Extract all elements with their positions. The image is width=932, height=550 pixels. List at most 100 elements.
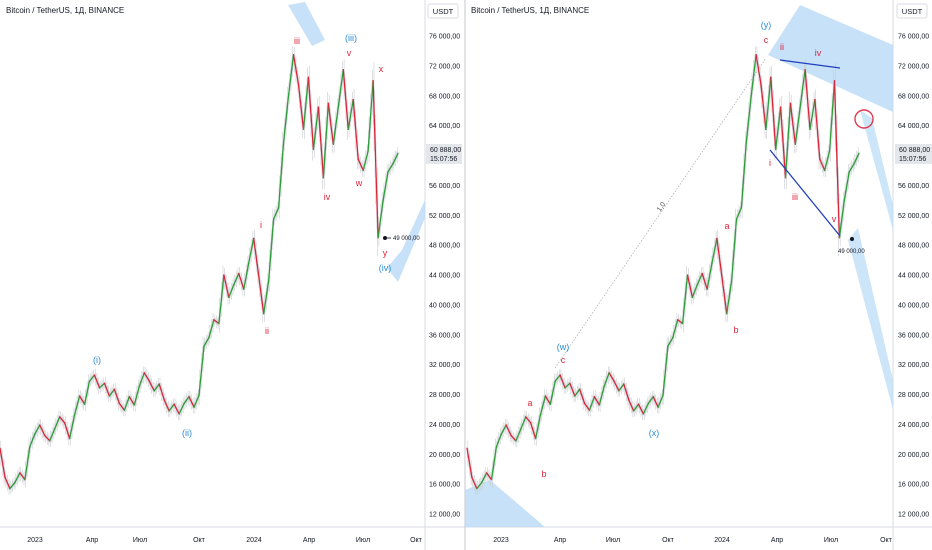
price-tick-label: 12 000,00 (898, 512, 929, 519)
wave-segment-up (98, 382, 106, 389)
wave-segment-up (88, 374, 96, 382)
wave-segment-down (292, 54, 300, 86)
wave-segment-down (569, 382, 576, 397)
wave-segment-up (588, 396, 596, 411)
currency-label[interactable]: USDT (433, 7, 454, 16)
wave-segment-down (64, 422, 71, 440)
price-tick-label: 40 000,00 (898, 302, 929, 309)
wave-segment-up (799, 68, 806, 108)
wave-segment-down (238, 272, 245, 290)
wave-segment-up (706, 262, 713, 290)
wave-segment-up (554, 374, 561, 382)
wave-segment-up (49, 428, 56, 442)
wave-segment-up (730, 218, 738, 282)
channel-top-left (288, 2, 325, 46)
price-tick-label: 36 000,00 (898, 332, 929, 339)
wave-segment-down (701, 272, 708, 290)
wave-segment-up (794, 106, 801, 145)
wave-segment-up (745, 95, 752, 143)
time-tick-label: 2023 (27, 537, 43, 544)
time-tick-label: 2024 (714, 537, 730, 544)
wave-label: iv (815, 48, 822, 58)
price-tick-label: 68 000,00 (898, 93, 929, 100)
wave-segment-down (163, 399, 170, 412)
wave-segment-up (108, 388, 116, 397)
wave-label: b (541, 469, 546, 479)
wave-segment-down (559, 374, 566, 389)
wave-segment-up (481, 472, 488, 484)
wave-segment-down (652, 396, 659, 408)
wave-label: v (832, 214, 837, 224)
price-tick-label: 56 000,00 (429, 183, 460, 190)
wave-segment-up (382, 171, 389, 201)
wave-segment-up (198, 345, 205, 396)
time-tick-label: Окт (662, 537, 675, 544)
wave-segment-down (755, 54, 762, 86)
price-tick-label: 64 000,00 (898, 123, 929, 130)
wave-label: x (379, 64, 384, 74)
price-tick-label: 12 000,00 (429, 512, 460, 519)
time-tick-label: Июл (133, 537, 147, 544)
wave-segment-down (0, 447, 6, 479)
price-tick-label: 20 000,00 (429, 452, 460, 459)
time-tick-label: Апр (554, 537, 566, 544)
wave-segment-up (267, 218, 275, 282)
wave-label: v (347, 48, 352, 58)
wave-segment-up (603, 372, 610, 387)
triangle-upper-line (779, 59, 841, 69)
time-tick-label: Апр (86, 537, 98, 544)
wave-segment-up (539, 395, 547, 416)
price-tick-label: 28 000,00 (898, 392, 929, 399)
time-tick-label: 2024 (246, 537, 262, 544)
currency-selector[interactable] (896, 3, 928, 19)
wave-segment-up (203, 337, 210, 347)
wave-segment-down (760, 83, 767, 131)
low-marker-dot (850, 237, 854, 241)
chart-title: Bitcoin / TetherUS, 1Д, BINANCE (6, 6, 124, 15)
wave-segment-up (287, 54, 295, 97)
wave-segment-down (804, 68, 811, 131)
wave-segment-down (213, 319, 220, 325)
wave-segment-up (534, 414, 542, 440)
wave-label: y (383, 248, 388, 258)
price-tick-label: 48 000,00 (898, 243, 929, 250)
wave-segment-down (510, 434, 517, 442)
wave-segment-down (466, 447, 473, 479)
triangle-lower-line (769, 149, 841, 237)
wave-segment-up (208, 319, 215, 339)
price-tick-label: 16 000,00 (429, 482, 460, 489)
wave-label: (iv) (379, 263, 392, 273)
last-price-value: 60 888,00 (899, 147, 930, 154)
wave-segment-up (282, 95, 290, 143)
price-tick-label: 44 000,00 (898, 273, 929, 280)
time-tick-label: Июл (606, 537, 620, 544)
wave-label: (iii) (345, 33, 357, 43)
wave-segment-up (853, 152, 860, 165)
chart-title: Bitcoin / TetherUS, 1Д, BINANCE (471, 6, 589, 15)
wave-segment-up (178, 402, 185, 415)
low-marker-label: 49 000,00 (393, 236, 420, 242)
wave-segment-up (574, 388, 581, 397)
wave-lines (0, 54, 399, 490)
wave-segment-up (765, 76, 772, 131)
wave-segment-up (302, 76, 310, 131)
currency-selector[interactable] (427, 3, 459, 19)
wave-segment-down (579, 388, 586, 405)
wave-segment-down (158, 383, 165, 401)
wave-segment-up (476, 481, 483, 490)
price-tick-label: 48 000,00 (429, 243, 460, 250)
wave-segment-up (347, 98, 354, 131)
wave-segment-up (168, 403, 175, 412)
wave-label: iv (324, 192, 331, 202)
wave-label: (w) (557, 342, 570, 352)
wave-segment-up (549, 380, 556, 405)
price-tick-label: 32 000,00 (898, 362, 929, 369)
wave-segment-down (39, 424, 46, 437)
wave-segment-down (307, 76, 315, 151)
wave-segment-up (490, 446, 498, 481)
price-tick-label: 64 000,00 (429, 123, 460, 130)
wave-segment-down (628, 399, 635, 412)
currency-label[interactable]: USDT (902, 7, 923, 16)
